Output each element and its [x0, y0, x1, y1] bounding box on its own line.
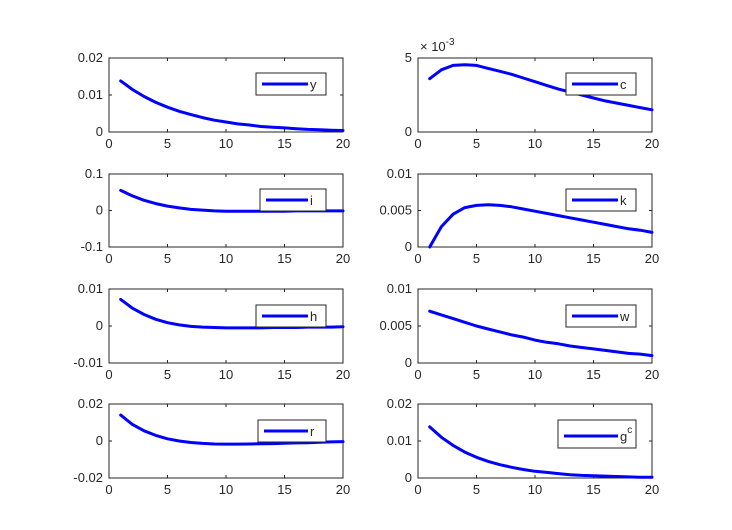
x-tick-label: 5: [473, 251, 480, 266]
x-tick-label: 5: [164, 251, 171, 266]
x-tick-label: 0: [105, 367, 112, 382]
x-tick-label: 15: [586, 251, 600, 266]
x-tick-label: 10: [528, 251, 542, 266]
x-tick-label: 5: [164, 482, 171, 497]
y-tick-label: 0: [405, 124, 412, 139]
x-tick-label: 20: [336, 482, 350, 497]
x-tick-label: 0: [105, 251, 112, 266]
y-tick-label: 0.005: [379, 203, 412, 218]
x-tick-label: 15: [586, 367, 600, 382]
x-tick-label: 10: [219, 251, 233, 266]
legend-label: y: [310, 77, 317, 92]
y-tick-label: 0.1: [85, 166, 103, 181]
x-tick-label: 20: [645, 136, 659, 151]
x-tick-label: 20: [336, 251, 350, 266]
x-tick-label: 10: [219, 482, 233, 497]
x-tick-label: 20: [336, 136, 350, 151]
series-line-y: [119, 79, 345, 132]
x-tick-label: 5: [164, 367, 171, 382]
subplot-y: 0 5 10 15 20 0 0.01 0.02 y: [78, 50, 351, 151]
x-tick-label: 20: [645, 251, 659, 266]
y-tick-label: -0.02: [73, 470, 103, 485]
y-tick-label: 0: [96, 203, 103, 218]
subplot-i: 0 5 10 15 20-0.100.1i: [81, 166, 351, 266]
legend-label: h: [310, 309, 317, 324]
y-tick-label: 5: [405, 50, 412, 65]
y-tick-label: 0.01: [387, 433, 412, 448]
y-tick-label: 0.02: [387, 396, 412, 411]
series-line-c: [428, 63, 654, 112]
x-tick-label: 0: [105, 136, 112, 151]
x-tick-label: 5: [473, 367, 480, 382]
y-tick-label: 0.02: [78, 50, 103, 65]
legend: k: [565, 188, 637, 212]
y-tick-label: 0.02: [78, 396, 103, 411]
x-tick-label: 5: [164, 136, 171, 151]
x-tick-label: 0: [414, 251, 421, 266]
y-tick-label: -0.01: [73, 355, 103, 370]
y-tick-label: 0: [405, 239, 412, 254]
subplot-w: 0 5 10 15 20 0 0.005 0.01 w: [379, 281, 659, 382]
x-tick-label: 0: [414, 136, 421, 151]
legend-label: k: [620, 193, 627, 208]
legend: r: [257, 419, 327, 443]
x-tick-label: 0: [414, 482, 421, 497]
y-tick-label: 0: [96, 318, 103, 333]
y-tick-label: -0.1: [81, 239, 103, 254]
legend: i: [259, 188, 327, 212]
y-tick-label: 0.01: [387, 166, 412, 181]
x-tick-label: 15: [277, 482, 291, 497]
y-tick-label: 0.01: [387, 281, 412, 296]
x-tick-label: 20: [336, 367, 350, 382]
legend: y: [255, 72, 327, 96]
x-tick-label: 10: [528, 482, 542, 497]
x-tick-label: 5: [473, 482, 480, 497]
y-tick-label: 0: [405, 355, 412, 370]
x-tick-label: 15: [586, 136, 600, 151]
x-tick-label: 0: [105, 482, 112, 497]
y-tick-label: 0.005: [379, 318, 412, 333]
y-tick-label: 0.01: [78, 281, 103, 296]
legend-box: [557, 419, 637, 449]
legend-label: r: [310, 424, 315, 439]
x-tick-label: 20: [645, 482, 659, 497]
x-tick-label: 10: [219, 367, 233, 382]
y-tick-label: 0: [96, 433, 103, 448]
y-tick-label: 0.01: [78, 87, 103, 102]
x-tick-label: 10: [219, 136, 233, 151]
series-line-r: [119, 413, 345, 446]
x-tick-label: 0: [414, 367, 421, 382]
x-tick-label: 5: [473, 136, 480, 151]
x-tick-label: 15: [277, 136, 291, 151]
legend-label: i: [310, 193, 313, 208]
x-tick-label: 10: [528, 136, 542, 151]
x-tick-label: 15: [586, 482, 600, 497]
x-tick-label: 15: [277, 367, 291, 382]
x-tick-label: 15: [277, 251, 291, 266]
legend-label: w: [619, 309, 630, 324]
subplot-gc: 0 5 10 15 20 0 0.01 0.02 gc: [387, 396, 660, 497]
subplot-k: 0 5 10 15 20 0 0.005 0.01 k: [379, 166, 659, 266]
legend: gc: [557, 419, 637, 449]
series-line-w: [428, 309, 654, 358]
x-tick-label: 20: [645, 367, 659, 382]
series-line-k: [428, 203, 654, 249]
x-tick-label: 10: [528, 367, 542, 382]
legend-label: c: [620, 77, 627, 92]
legend: c: [565, 72, 637, 96]
legend: w: [565, 304, 637, 328]
legend: h: [255, 304, 327, 328]
y-tick-label: 0: [96, 124, 103, 139]
y-tick-label: 0: [405, 470, 412, 485]
series-line-gc: [428, 425, 654, 479]
